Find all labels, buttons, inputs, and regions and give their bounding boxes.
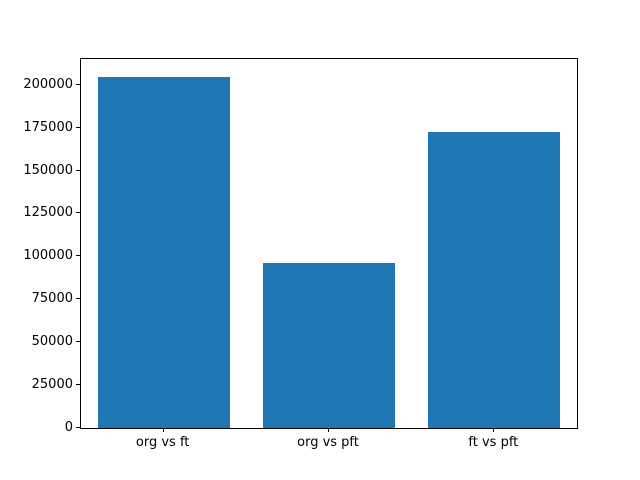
y-axis-tick-label: 175000 <box>23 119 73 135</box>
bar-org-vs-pft <box>262 263 396 428</box>
y-axis-tick-label: 200000 <box>23 76 73 92</box>
y-axis-tick-label: 125000 <box>23 205 73 221</box>
y-axis-tick-mark <box>76 126 80 128</box>
y-axis-tick-label: 100000 <box>23 248 73 264</box>
x-axis-tick-label: org vs pft <box>297 435 359 450</box>
y-axis-tick-label: 75000 <box>31 291 73 307</box>
y-axis-tick-mark <box>76 341 80 343</box>
y-axis-tick-label: 25000 <box>31 377 73 393</box>
x-axis-tick-label: org vs ft <box>135 435 190 450</box>
y-axis-tick-mark <box>76 169 80 171</box>
bar-org-vs-ft <box>97 76 230 428</box>
x-axis-tick-mark <box>328 428 329 432</box>
x-axis-tick-label: ft vs pft <box>468 435 519 450</box>
x-axis-tick-mark <box>162 428 164 432</box>
plot-area <box>80 58 578 429</box>
y-axis-tick-label: 150000 <box>23 162 73 178</box>
y-axis-tick-mark <box>76 212 80 214</box>
y-axis-tick-label: 0 <box>64 420 73 435</box>
y-axis-tick-mark <box>76 255 80 257</box>
y-axis-tick-mark <box>76 83 80 85</box>
y-axis-tick-label: 50000 <box>31 334 73 350</box>
y-axis-tick-mark <box>76 384 80 386</box>
bar-ft-vs-pft <box>428 131 561 428</box>
x-axis-tick-mark <box>493 428 495 432</box>
y-axis-tick-mark <box>76 427 80 428</box>
y-axis-tick-mark <box>76 298 80 300</box>
